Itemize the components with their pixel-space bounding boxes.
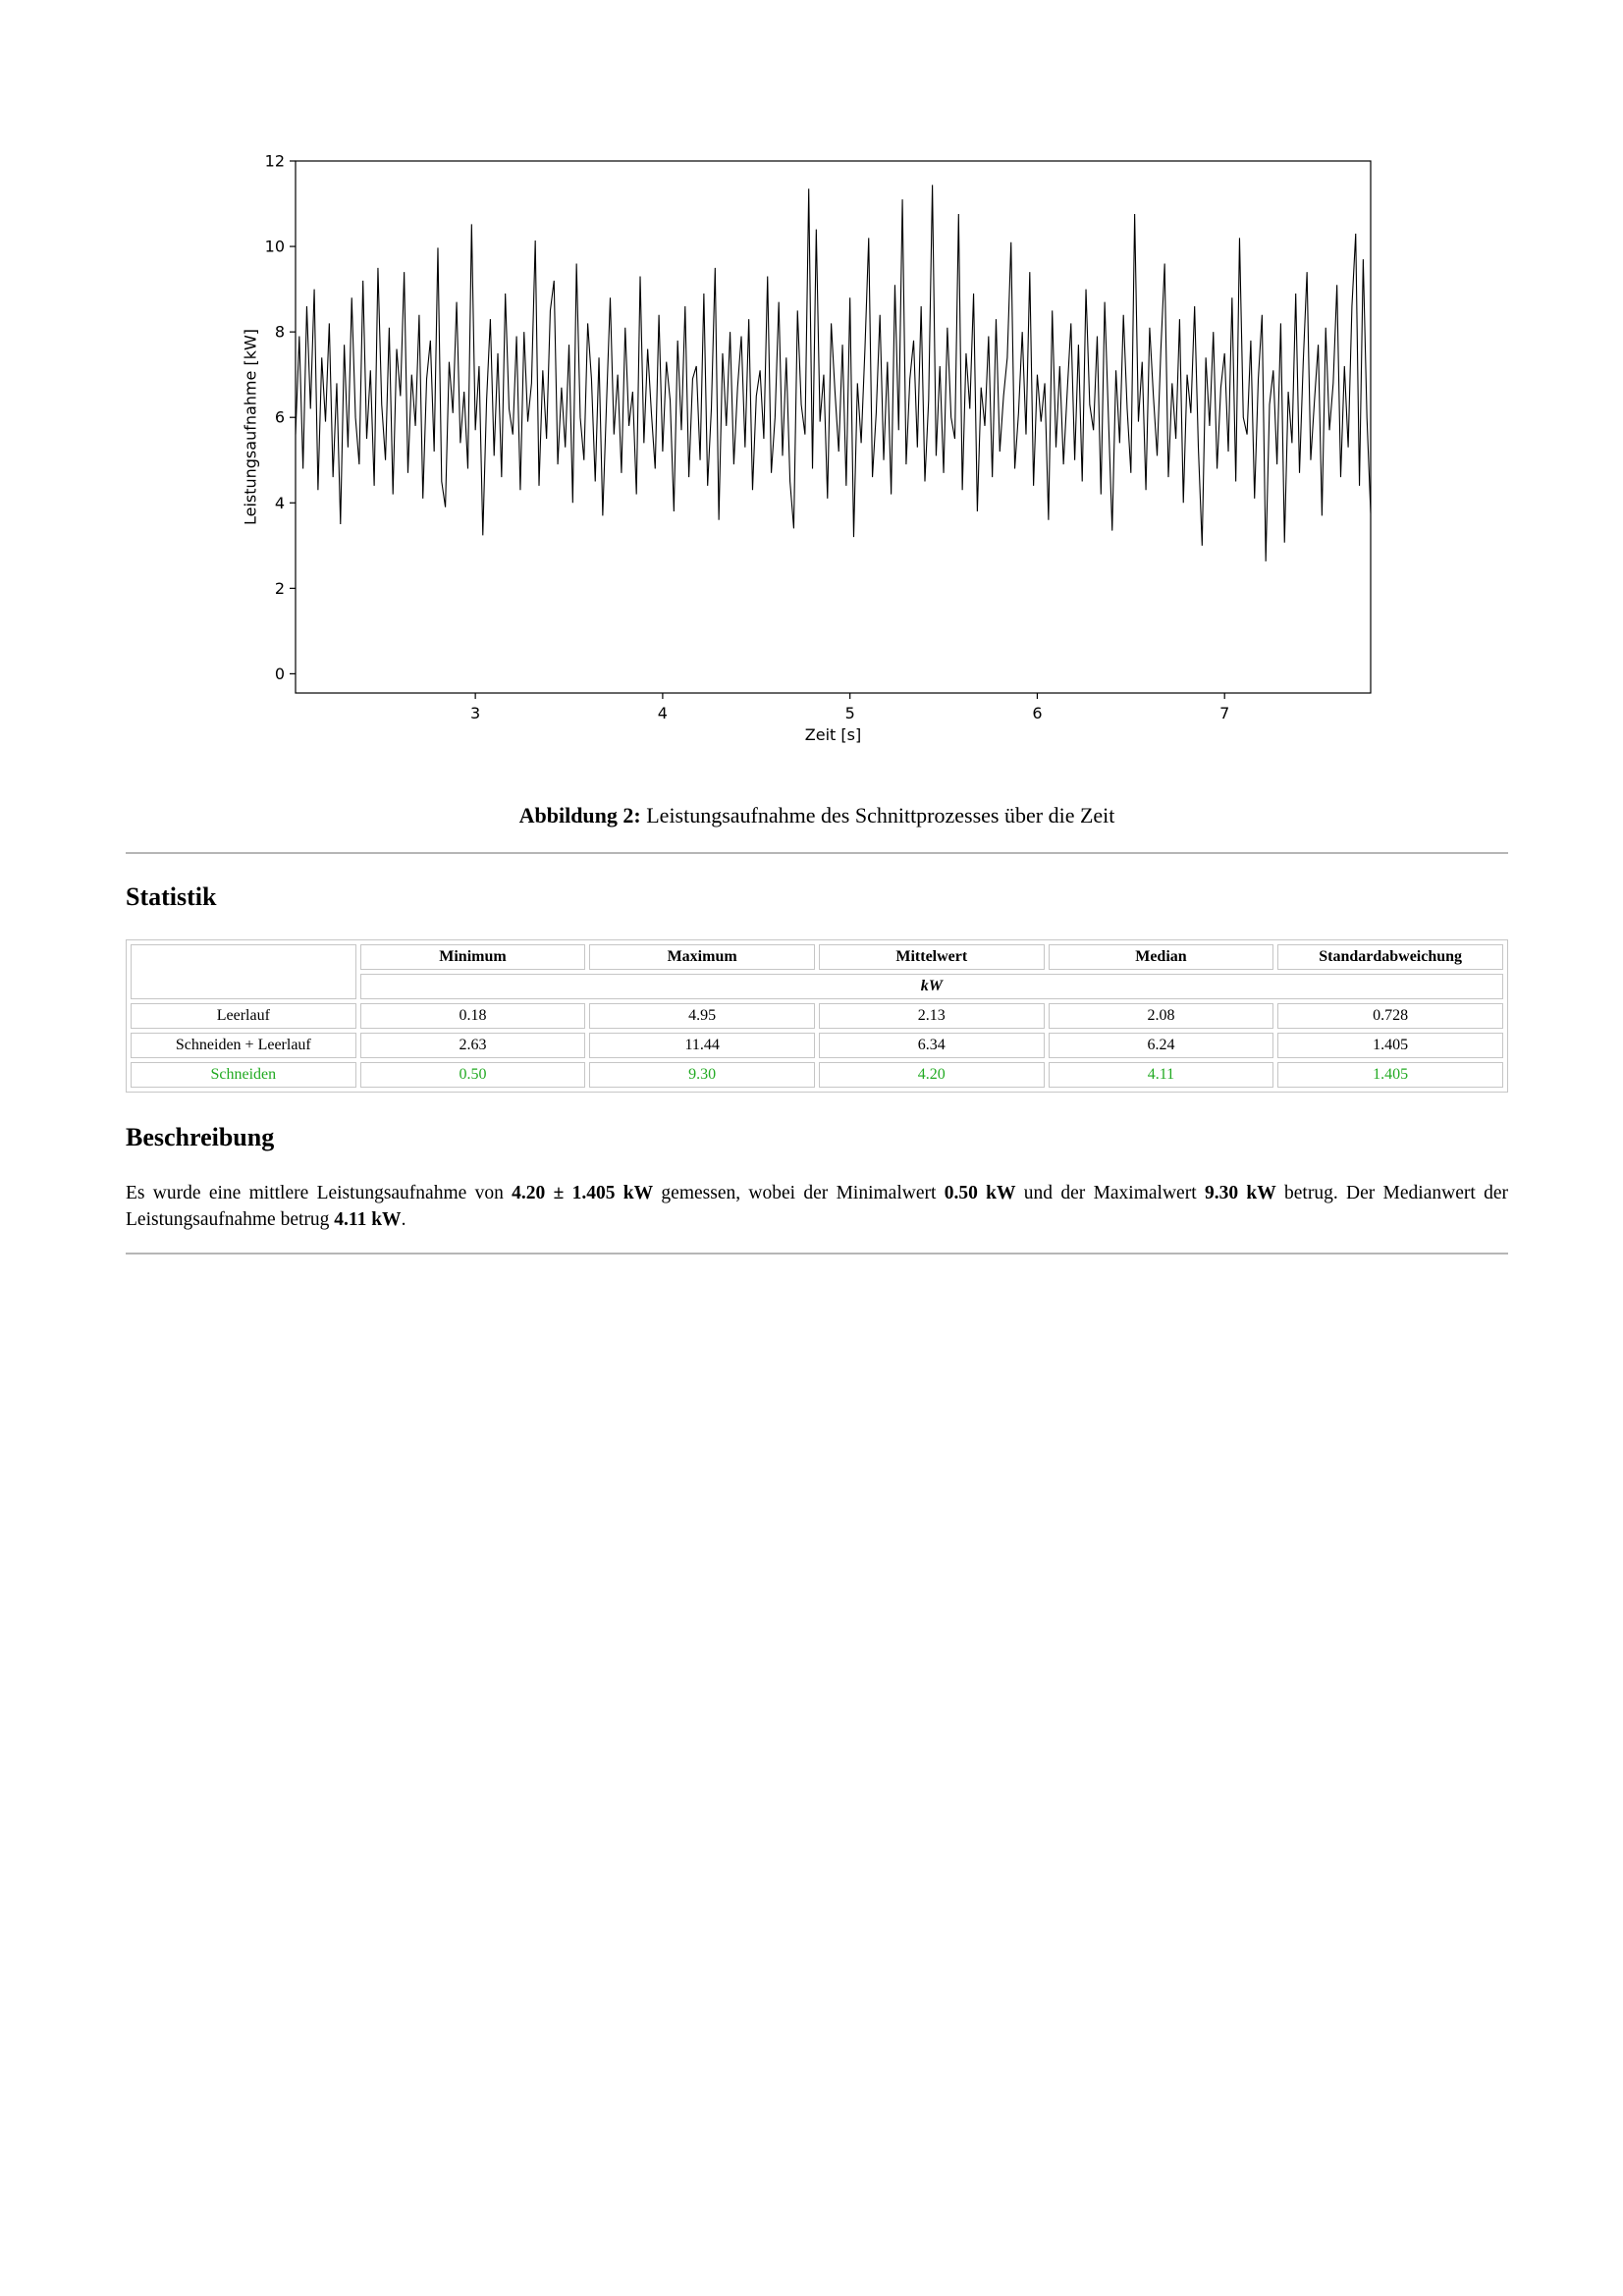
x-tick-label: 7 — [1219, 704, 1229, 722]
table-cell: 4.11 — [1048, 1062, 1274, 1088]
y-tick-label: 12 — [265, 152, 285, 171]
y-tick-label: 0 — [275, 665, 285, 683]
table-cell: 2.13 — [818, 1003, 1045, 1029]
table-cell: 0.18 — [359, 1003, 586, 1029]
table-cell: 6.24 — [1048, 1033, 1274, 1058]
y-tick-label: 8 — [275, 323, 285, 342]
table-cell: 0.728 — [1277, 1003, 1503, 1029]
table-row-highlighted: Schneiden 0.50 9.30 4.20 4.11 1.405 — [131, 1062, 1503, 1088]
table-corner-cell — [131, 944, 356, 999]
table-cell: 6.34 — [818, 1033, 1045, 1058]
min-value: 0.50 kW — [944, 1183, 1016, 1203]
figure-caption-text: Leistungsaufnahme des Schnittprozesses ü… — [646, 803, 1115, 828]
column-header-std: Standardabweichung — [1277, 944, 1503, 970]
table-cell: 4.95 — [589, 1003, 815, 1029]
table-row: Leerlauf 0.18 4.95 2.13 2.08 0.728 — [131, 1003, 1503, 1029]
description-text: gemessen, wobei der Minimalwert — [653, 1183, 945, 1203]
y-tick-label: 2 — [275, 579, 285, 598]
row-label: Schneiden + Leerlauf — [131, 1033, 356, 1058]
figure-label: Abbildung 2: — [518, 803, 641, 828]
table-cell: 2.08 — [1048, 1003, 1274, 1029]
column-header-maximum: Maximum — [589, 944, 815, 970]
horizontal-rule — [126, 1253, 1508, 1255]
column-header-minimum: Minimum — [359, 944, 586, 970]
x-tick-label: 6 — [1032, 704, 1042, 722]
column-header-median: Median — [1048, 944, 1274, 970]
description-text: . — [401, 1209, 406, 1230]
table-cell: 11.44 — [589, 1033, 815, 1058]
row-label: Schneiden — [131, 1062, 356, 1088]
description-text: und der Maximalwert — [1015, 1183, 1205, 1203]
table-cell: 1.405 — [1277, 1033, 1503, 1058]
description-paragraph: Es wurde eine mittlere Leistungsaufnahme… — [126, 1180, 1508, 1233]
x-tick-label: 5 — [845, 704, 855, 722]
description-heading: Beschreibung — [126, 1123, 275, 1151]
power-consumption-chart: Zeit [s] Leistungsaufnahme [kW] 0 2 4 6 8 10 1… — [242, 152, 1372, 744]
row-label: Leerlauf — [131, 1003, 356, 1029]
description-text: betrug. Der Medianwert der Leistungsaufn… — [126, 1183, 1508, 1230]
table-cell: 1.405 — [1277, 1062, 1503, 1088]
table-header-row: Minimum Maximum Mittelwert Median Standa… — [131, 944, 1503, 999]
y-tick-label: 6 — [275, 408, 285, 427]
x-axis-label: Zeit [s] — [805, 725, 861, 744]
plot-frame — [295, 160, 1372, 694]
max-value: 9.30 kW — [1204, 1183, 1276, 1203]
column-header-mean: Mittelwert — [818, 944, 1045, 970]
table-row: Schneiden + Leerlauf 2.63 11.44 6.34 6.2… — [131, 1033, 1503, 1058]
x-tick-label: 4 — [658, 704, 668, 722]
series-line — [295, 185, 1372, 561]
median-value: 4.11 kW — [334, 1209, 402, 1230]
statistics-table: Minimum Maximum Mittelwert Median Standa… — [126, 939, 1508, 1093]
table-cell: 9.30 — [589, 1062, 815, 1088]
table-cell: 4.20 — [818, 1062, 1045, 1088]
description-text: Es wurde eine mittlere Leistungsaufnahme… — [126, 1183, 513, 1203]
table-cell: 2.63 — [359, 1033, 586, 1058]
table-unit-row: kW — [131, 974, 1503, 999]
table-cell: 0.50 — [359, 1062, 586, 1088]
mean-value: 4.20 ± 1.405 kW — [512, 1183, 654, 1203]
y-axis-label: Leistungsaufnahme [kW] — [242, 329, 260, 525]
horizontal-rule — [126, 852, 1508, 854]
y-tick-label: 4 — [275, 494, 285, 512]
figure-caption: Abbildung 2: Leistungsaufnahme des Schni… — [126, 802, 1508, 829]
y-tick-label: 10 — [265, 238, 285, 256]
x-tick-label: 3 — [470, 704, 480, 722]
statistics-heading: Statistik — [126, 882, 217, 911]
unit-cell: kW — [359, 974, 1503, 999]
